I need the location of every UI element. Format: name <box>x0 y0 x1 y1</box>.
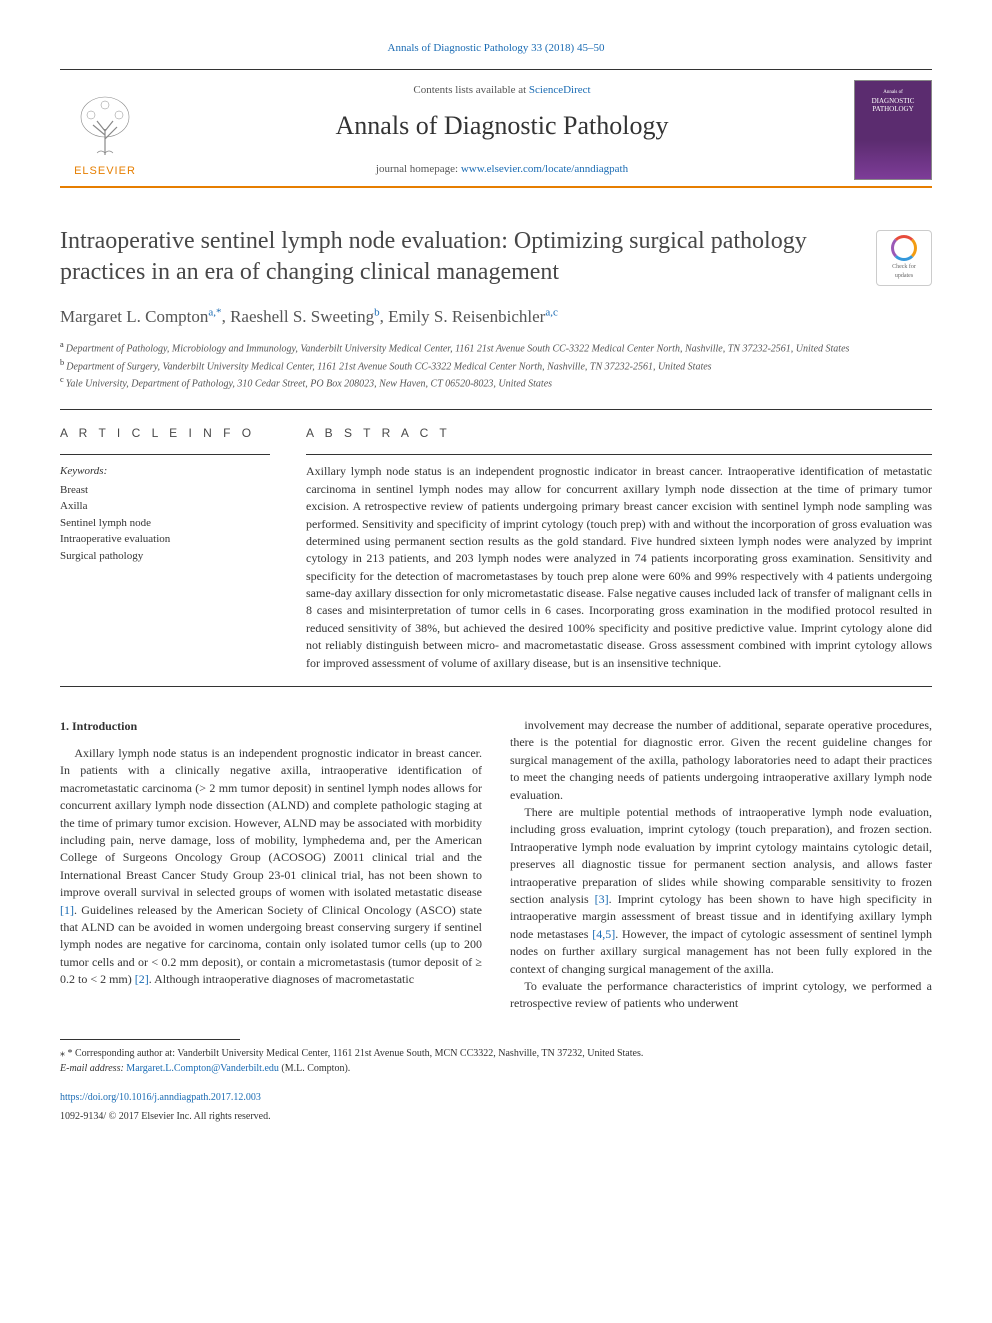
keywords-label: Keywords: <box>60 463 270 480</box>
elsevier-tree-icon <box>75 95 135 160</box>
author-affiliation-mark: a,c <box>545 306 558 318</box>
affiliation-line: a Department of Pathology, Microbiology … <box>60 339 932 356</box>
body-paragraph: There are multiple potential methods of … <box>510 804 932 978</box>
sciencedirect-link[interactable]: ScienceDirect <box>529 84 591 96</box>
author-name: Emily S. Reisenbichler <box>388 307 545 326</box>
header-center: Contents lists available at ScienceDirec… <box>150 82 854 178</box>
keywords-list: BreastAxillaSentinel lymph nodeIntraoper… <box>60 482 270 565</box>
affiliation-line: b Department of Surgery, Vanderbilt Univ… <box>60 357 932 374</box>
article-header: Check for updates Intraoperative sentine… <box>60 226 932 392</box>
footer-notes: ⁎ * Corresponding author at: Vanderbilt … <box>60 1046 932 1076</box>
publisher-name: ELSEVIER <box>74 163 136 180</box>
cover-supertitle: Annals of <box>883 89 903 97</box>
abstract-text: Axillary lymph node status is an indepen… <box>306 463 932 672</box>
body-paragraph: involvement may decrease the number of a… <box>510 717 932 804</box>
journal-header: ELSEVIER Contents lists available at Sci… <box>60 69 932 188</box>
article-title: Intraoperative sentinel lymph node evalu… <box>60 226 932 288</box>
abstract-col: A B S T R A C T Axillary lymph node stat… <box>306 424 932 672</box>
reference-link[interactable]: [3] <box>595 892 609 906</box>
email-suffix: (M.L. Compton). <box>279 1063 350 1074</box>
body-paragraph: To evaluate the performance characterist… <box>510 978 932 1013</box>
info-divider <box>60 454 270 455</box>
abstract-divider <box>306 454 932 455</box>
corresponding-text: Vanderbilt University Medical Center, 11… <box>177 1048 643 1059</box>
crossmark-label: Check for updates <box>892 263 916 281</box>
email-line: E-mail address: Margaret.L.Compton@Vande… <box>60 1061 932 1076</box>
divider <box>60 686 932 687</box>
corresponding-mark: ⁎ <box>60 1048 68 1059</box>
section-heading: 1. Introduction <box>60 717 482 735</box>
doi-link[interactable]: https://doi.org/10.1016/j.anndiagpath.20… <box>60 1090 932 1105</box>
author-affiliation-mark: b <box>374 306 380 318</box>
corresponding-prefix: * Corresponding author at: <box>68 1048 178 1059</box>
crossmark-line1: Check for <box>892 264 916 270</box>
cover-title: DIAGNOSTIC PATHOLOGY <box>859 98 927 113</box>
abstract-label: A B S T R A C T <box>306 424 932 442</box>
article-info-label: A R T I C L E I N F O <box>60 424 270 442</box>
affiliations: a Department of Pathology, Microbiology … <box>60 339 932 391</box>
contents-prefix: Contents lists available at <box>413 84 528 96</box>
reference-link[interactable]: [4,5] <box>592 927 615 941</box>
email-link[interactable]: Margaret.L.Compton@Vanderbilt.edu <box>126 1063 279 1074</box>
keyword: Breast <box>60 482 270 499</box>
corresponding-author: ⁎ * Corresponding author at: Vanderbilt … <box>60 1046 932 1061</box>
keyword: Surgical pathology <box>60 548 270 565</box>
copyright-line: 1092-9134/ © 2017 Elsevier Inc. All righ… <box>60 1109 932 1124</box>
reference-link[interactable]: [1] <box>60 903 74 917</box>
author-name: Raeshell S. Sweeting <box>230 307 374 326</box>
homepage-prefix: journal homepage: <box>376 163 461 175</box>
email-label: E-mail address: <box>60 1063 126 1074</box>
homepage-link[interactable]: www.elsevier.com/locate/anndiagpath <box>461 163 628 175</box>
crossmark-badge[interactable]: Check for updates <box>876 230 932 286</box>
journal-homepage: journal homepage: www.elsevier.com/locat… <box>150 161 854 178</box>
keyword: Intraoperative evaluation <box>60 531 270 548</box>
reference-link[interactable]: [2] <box>135 972 149 986</box>
crossmark-icon <box>891 235 917 261</box>
author-affiliation-mark: a,* <box>208 306 221 318</box>
keyword: Axilla <box>60 498 270 515</box>
footnote-separator <box>60 1039 240 1040</box>
journal-cover-thumbnail: Annals of DIAGNOSTIC PATHOLOGY <box>854 80 932 180</box>
crossmark-line2: updates <box>895 273 913 279</box>
publisher-logo: ELSEVIER <box>60 80 150 180</box>
article-info-col: A R T I C L E I N F O Keywords: BreastAx… <box>60 424 270 672</box>
divider <box>60 409 932 410</box>
running-citation: Annals of Diagnostic Pathology 33 (2018)… <box>60 40 932 57</box>
keyword: Sentinel lymph node <box>60 515 270 532</box>
journal-title: Annals of Diagnostic Pathology <box>150 106 854 145</box>
info-abstract-row: A R T I C L E I N F O Keywords: BreastAx… <box>60 424 932 672</box>
article-body: 1. Introduction Axillary lymph node stat… <box>60 717 932 1013</box>
authors-line: Margaret L. Comptona,*, Raeshell S. Swee… <box>60 304 932 330</box>
affiliation-line: c Yale University, Department of Patholo… <box>60 374 932 391</box>
body-paragraph: Axillary lymph node status is an indepen… <box>60 745 482 988</box>
contents-available: Contents lists available at ScienceDirec… <box>150 82 854 99</box>
author-name: Margaret L. Compton <box>60 307 208 326</box>
